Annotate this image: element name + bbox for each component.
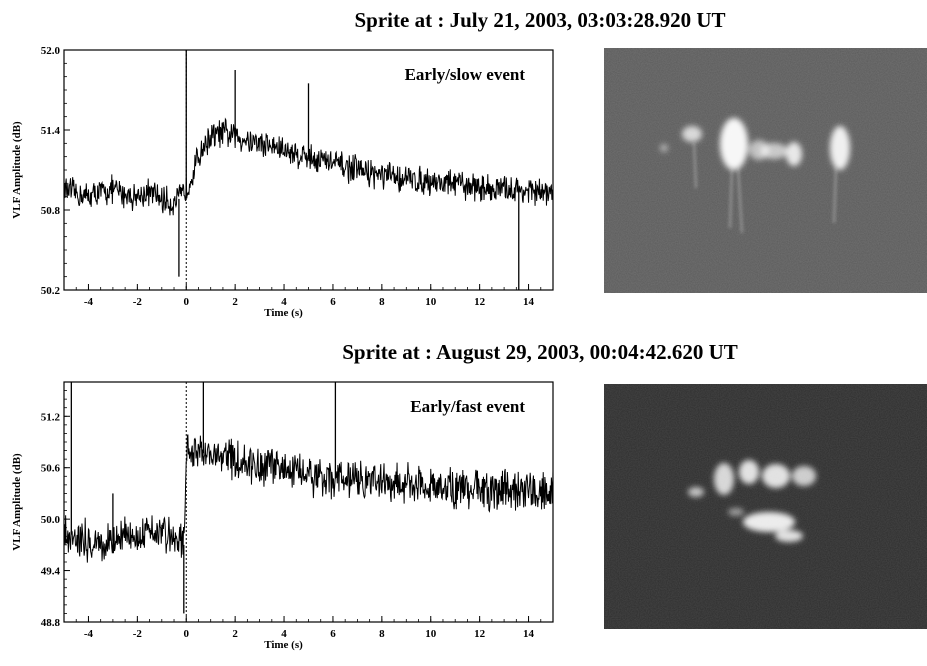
chart-annotation: Early/slow event <box>405 65 526 84</box>
x-tick-label: 6 <box>330 296 336 308</box>
y-tick-label: 48.8 <box>41 617 61 629</box>
vlf-trace <box>63 434 554 563</box>
x-tick-label: 10 <box>425 296 437 308</box>
x-tick-label: 2 <box>232 296 238 308</box>
x-axis-label: Time (s) <box>264 639 303 651</box>
x-tick-label: 12 <box>474 628 486 640</box>
y-tick-label: 51.2 <box>41 411 61 423</box>
x-tick-label: -4 <box>84 296 94 308</box>
x-tick-label: 12 <box>474 296 486 308</box>
x-tick-label: 14 <box>523 628 535 640</box>
panel-2-title: Sprite at : August 29, 2003, 00:04:42.62… <box>342 340 738 364</box>
y-axis-label: VLF Amplitude (dB) <box>11 453 23 551</box>
x-tick-label: 10 <box>425 628 437 640</box>
x-tick-label: 0 <box>184 628 190 640</box>
chart-annotation: Early/fast event <box>410 397 525 416</box>
panel-1-title: Sprite at : July 21, 2003, 03:03:28.920 … <box>354 8 726 32</box>
x-tick-label: -2 <box>133 628 143 640</box>
x-tick-label: 14 <box>523 296 535 308</box>
sprite-image-1 <box>604 48 927 293</box>
y-tick-label: 52.0 <box>41 45 61 57</box>
vlf-amplitude-chart-1: -4 -2 0 2 4 6 8 10 12 14 50.2 50.8 51.4 52.0 Time (s) V… <box>11 45 554 319</box>
plot-frame <box>63 381 554 623</box>
y-axis-label: VLF Amplitude (dB) <box>11 121 23 219</box>
x-tick-label: 0 <box>184 296 190 308</box>
y-tick-label: 50.8 <box>41 205 61 217</box>
vlf-trace <box>63 117 554 216</box>
x-tick-label: 4 <box>281 628 287 640</box>
y-tick-label: 50.0 <box>41 514 61 526</box>
y-tick-label: 50.6 <box>41 463 61 475</box>
sprite-image-2 <box>604 384 927 629</box>
x-tick-label: 6 <box>330 628 336 640</box>
vlf-amplitude-chart-2: -4 -2 0 2 4 6 8 10 12 14 48.8 49.4 50.0 50.6 51.2 Time … <box>11 381 554 651</box>
x-tick-label: -4 <box>84 628 94 640</box>
y-tick-label: 49.4 <box>41 566 61 578</box>
y-tick-label: 51.4 <box>41 125 61 137</box>
x-axis-label: Time (s) <box>264 307 303 319</box>
x-tick-label: 4 <box>281 296 287 308</box>
x-tick-label: 8 <box>379 628 385 640</box>
x-tick-label: -2 <box>133 296 143 308</box>
x-tick-label: 8 <box>379 296 385 308</box>
x-tick-label: 2 <box>232 628 238 640</box>
y-tick-label: 50.2 <box>41 285 61 297</box>
